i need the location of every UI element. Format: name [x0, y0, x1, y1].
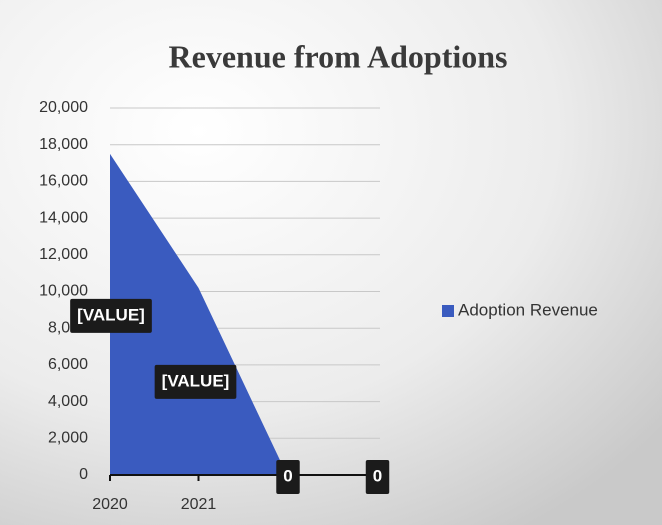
data-label: [VALUE]	[162, 371, 230, 390]
chart-title: Revenue from Adoptions	[169, 38, 508, 74]
y-tick-label: 4,000	[48, 393, 88, 410]
y-tick-label: 16,000	[39, 173, 88, 190]
legend-label: Adoption Revenue	[458, 300, 598, 319]
data-label-box	[276, 460, 300, 494]
y-tick-label: 12,000	[39, 246, 88, 263]
legend-swatch	[442, 305, 454, 317]
y-tick-label: 18,000	[39, 136, 88, 153]
y-tick-label: 10,000	[39, 283, 88, 300]
data-label-box	[154, 364, 237, 399]
data-label-box	[70, 298, 152, 333]
y-tick-label: 14,000	[39, 209, 88, 226]
data-label: [VALUE]	[77, 305, 145, 324]
data-label-box	[365, 460, 390, 494]
y-tick-label: 2,000	[48, 430, 88, 447]
data-label: 0	[283, 466, 292, 485]
x-tick-label: 2020	[92, 496, 128, 513]
y-tick-label: 0	[79, 466, 88, 483]
y-tick-label: 20,000	[39, 99, 88, 116]
data-label: 0	[373, 466, 382, 485]
x-tick-label: 2021	[181, 496, 217, 513]
y-tick-label: 6,000	[48, 356, 88, 373]
